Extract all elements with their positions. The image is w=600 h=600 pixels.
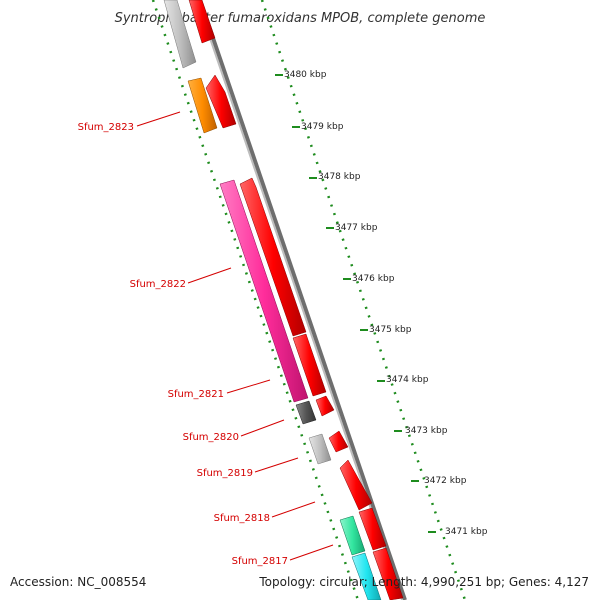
scale-label-3472: 3472 kbp (424, 476, 467, 486)
gene-feature-sfum-2821[interactable] (295, 400, 317, 425)
forward-cds-arrow[interactable] (328, 430, 349, 453)
scale-label-3478: 3478 kbp (318, 172, 361, 182)
scale-label-3473: 3473 kbp (405, 426, 448, 436)
forward-cds-arrow[interactable] (239, 177, 307, 337)
genome-backbone (196, 0, 407, 600)
gene-label-sfum-2823[interactable]: Sfum_2823 (78, 122, 134, 133)
forward-cds-arrow[interactable] (315, 395, 335, 417)
scale-label-3476: 3476 kbp (352, 274, 395, 284)
forward-cds-track (188, 0, 404, 600)
scale-label-3471: 3471 kbp (445, 527, 488, 537)
gene-feature-sfum-2822[interactable] (219, 179, 309, 403)
scale-labels: 3480 kbp 3479 kbp 3478 kbp 3477 kbp 3476… (284, 70, 488, 537)
gene-features (163, 0, 382, 600)
gene-label-leaders (136, 111, 334, 561)
gene-label-sfum-2820[interactable]: Sfum_2820 (183, 432, 239, 443)
gene-feature-sfum-2818[interactable] (339, 515, 366, 556)
gene-label-sfum-2818[interactable]: Sfum_2818 (214, 513, 270, 524)
forward-cds-arrow[interactable] (372, 547, 404, 600)
forward-cds-arrow[interactable] (292, 333, 327, 397)
topology-text: Topology: circular; Length: 4,990,251 bp… (258, 575, 589, 589)
gene-feature-sfum-2819[interactable] (308, 433, 332, 465)
scale-label-3477: 3477 kbp (335, 223, 378, 233)
scale-label-3475: 3475 kbp (369, 325, 412, 335)
forward-cds-arrow[interactable] (188, 0, 216, 44)
forward-cds-arrow[interactable] (205, 74, 237, 129)
accession-text: Accession: NC_008554 (10, 575, 146, 589)
gene-label-sfum-2821[interactable]: Sfum_2821 (168, 389, 224, 400)
scale-label-3480: 3480 kbp (284, 70, 327, 80)
scale-ticks (275, 74, 436, 533)
gene-label-sfum-2817[interactable]: Sfum_2817 (232, 556, 288, 567)
scale-label-3479: 3479 kbp (301, 122, 344, 132)
gene-label-sfum-2822[interactable]: Sfum_2822 (130, 279, 186, 290)
forward-cds-arrow[interactable] (339, 459, 373, 511)
gene-feature-sfum-2823[interactable] (187, 77, 218, 134)
scale-dotted-line-outer (260, 0, 467, 600)
scale-label-3474: 3474 kbp (386, 375, 429, 385)
forward-cds-arrow[interactable] (358, 507, 387, 551)
gene-label-sfum-2819[interactable]: Sfum_2819 (197, 468, 253, 479)
gene-feature-sfum-2817[interactable] (351, 552, 382, 600)
gene-feature-gray-top[interactable] (163, 0, 197, 69)
scale-dotted-line-inner (151, 0, 360, 600)
gene-labels: Sfum_2823 Sfum_2822 Sfum_2821 Sfum_2820 … (78, 122, 288, 567)
